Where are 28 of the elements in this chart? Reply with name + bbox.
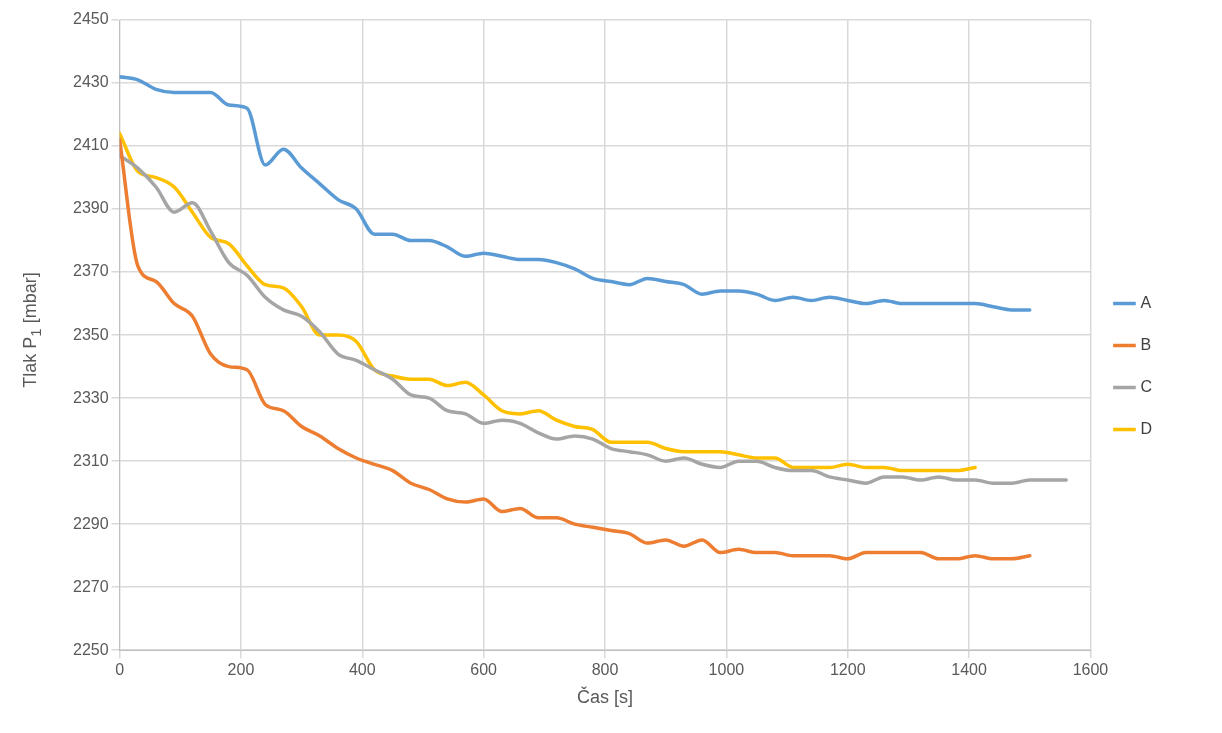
legend-label: C [1140, 377, 1153, 395]
y-tick-label: 2330 [73, 388, 109, 406]
line-series [119, 137, 1032, 561]
y-tick-label: 2430 [73, 73, 109, 91]
x-tick-label: 1200 [829, 661, 866, 679]
y-tick-label: 2290 [73, 514, 109, 532]
y-tick-label: 2350 [73, 325, 109, 343]
legend-label: D [1140, 419, 1153, 437]
y-tick-label: 2450 [73, 10, 109, 28]
y-tick-label: 2370 [73, 262, 109, 280]
line-series [119, 131, 977, 473]
x-tick-label: 200 [227, 661, 255, 679]
y-tick-label: 2250 [73, 640, 109, 658]
x-tick-label: 600 [470, 661, 498, 679]
x-tick-label: 800 [591, 661, 619, 679]
x-tick-label: 1000 [708, 661, 745, 679]
x-tick-label: 0 [115, 661, 125, 679]
legend-label: B [1140, 335, 1152, 353]
y-tick-label: 2410 [73, 136, 109, 154]
x-axis-title: Čas [s] [577, 686, 634, 708]
x-tick-label: 400 [348, 661, 376, 679]
line-series [119, 74, 1032, 312]
x-tick-label: 1600 [1072, 661, 1109, 679]
y-tick-label: 2390 [73, 199, 109, 217]
y-tick-label: 2310 [73, 451, 109, 469]
x-tick-label: 1400 [951, 661, 987, 679]
legend-label: A [1140, 293, 1152, 311]
y-tick-label: 2270 [73, 577, 109, 595]
